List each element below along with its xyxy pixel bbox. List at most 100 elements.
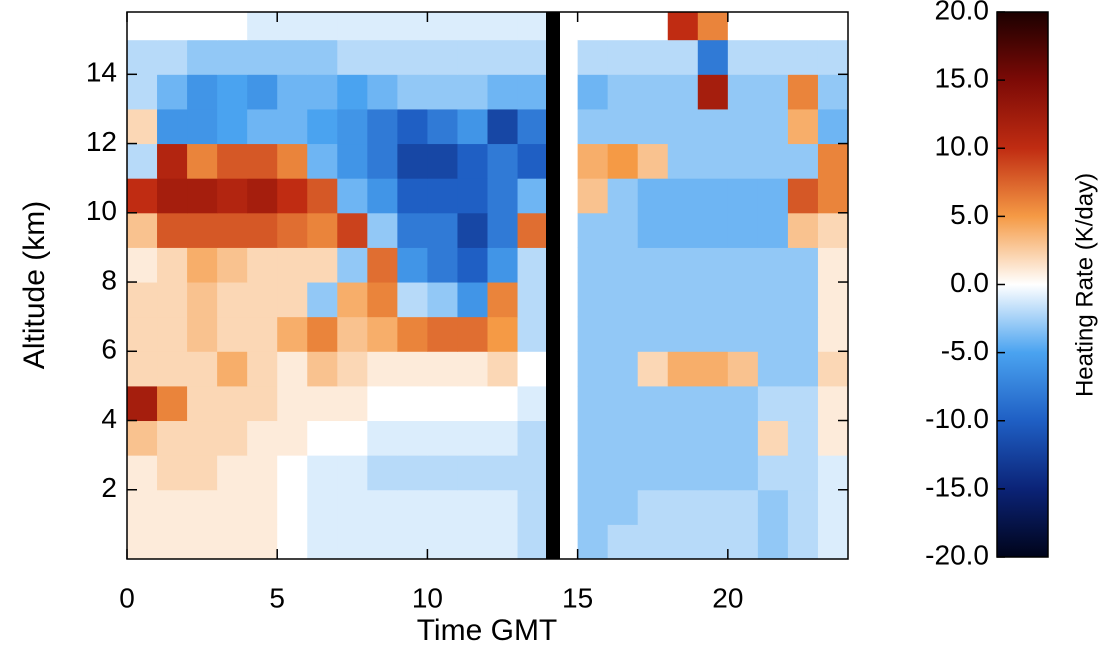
heat-cell xyxy=(727,351,759,387)
heat-cell xyxy=(667,143,699,179)
heat-cell xyxy=(397,178,428,214)
heat-cell xyxy=(457,282,488,318)
heat-cell xyxy=(127,420,158,456)
colorbar-tick-label: 15.0 xyxy=(935,63,990,94)
heat-cell xyxy=(247,74,278,110)
heat-cell xyxy=(217,351,248,387)
heat-cell xyxy=(607,282,639,318)
heat-cell xyxy=(667,524,699,559)
heat-cell xyxy=(217,12,248,41)
heat-cell xyxy=(517,282,549,318)
heat-cell xyxy=(427,316,458,352)
heat-cell xyxy=(367,143,398,179)
y-tick-label: 2 xyxy=(101,472,117,503)
heat-cell xyxy=(757,12,789,41)
heat-cell xyxy=(457,247,488,283)
heat-cell xyxy=(397,420,428,456)
heat-cell xyxy=(727,143,759,179)
heat-cell xyxy=(247,178,278,214)
heat-cell xyxy=(667,178,699,214)
heat-cell xyxy=(127,108,158,145)
heat-cell xyxy=(817,351,848,387)
heat-cell xyxy=(397,143,428,179)
heat-cell xyxy=(337,108,368,145)
heat-cell xyxy=(517,524,549,559)
heat-cell xyxy=(487,178,519,214)
heat-cell xyxy=(247,489,278,525)
x-tick-label: 10 xyxy=(412,582,443,613)
heat-cell xyxy=(367,455,398,491)
heat-cell xyxy=(427,247,458,283)
heat-cell xyxy=(307,316,338,352)
heat-cell xyxy=(727,12,759,41)
heat-cell xyxy=(697,420,729,456)
heat-cell xyxy=(427,420,458,456)
heat-cell xyxy=(397,247,428,283)
heat-cell xyxy=(427,178,458,214)
heat-cell xyxy=(787,351,819,387)
heat-cell xyxy=(277,316,308,352)
heat-cell xyxy=(487,247,519,283)
heat-cell xyxy=(157,39,188,75)
heat-cell xyxy=(277,143,308,179)
colorbar-tick-label: -10.0 xyxy=(925,403,989,434)
heat-cell xyxy=(697,178,729,214)
heat-cell xyxy=(727,316,759,352)
heat-cell xyxy=(607,420,639,456)
heat-cell xyxy=(577,420,609,456)
heat-cell xyxy=(187,12,218,41)
heat-cell xyxy=(637,282,669,318)
heat-cell xyxy=(397,385,428,422)
heat-cell xyxy=(127,39,158,75)
heat-cell xyxy=(427,108,458,145)
heat-cell xyxy=(697,385,729,422)
heat-cell xyxy=(487,455,519,491)
heat-cell xyxy=(817,524,848,559)
heat-cell xyxy=(517,247,549,283)
heat-cell xyxy=(757,178,789,214)
colorbar-tick-label: -20.0 xyxy=(925,539,989,570)
heat-cell xyxy=(697,316,729,352)
heat-cell xyxy=(667,108,699,145)
heat-cell xyxy=(397,74,428,110)
heat-cell xyxy=(667,420,699,456)
heat-cell xyxy=(607,247,639,283)
heat-cell xyxy=(157,74,188,110)
heat-cell xyxy=(247,351,278,387)
heat-cell xyxy=(697,247,729,283)
heat-cell xyxy=(367,316,398,352)
heat-cell xyxy=(577,385,609,422)
heat-cell xyxy=(517,212,549,248)
heat-cell xyxy=(727,455,759,491)
heat-cell xyxy=(157,489,188,525)
heat-cell xyxy=(187,316,218,352)
heat-cell xyxy=(487,12,519,41)
heat-cell xyxy=(457,316,488,352)
heat-cell xyxy=(607,39,639,75)
heat-cell xyxy=(307,420,338,456)
heat-cell xyxy=(757,247,789,283)
heat-cell xyxy=(727,212,759,248)
heat-cell xyxy=(187,212,218,248)
heat-cell xyxy=(157,108,188,145)
data-gap xyxy=(546,12,560,559)
heat-cell xyxy=(697,212,729,248)
heat-cell xyxy=(427,282,458,318)
heat-cell xyxy=(577,12,609,41)
heat-cell xyxy=(337,455,368,491)
heat-cell xyxy=(307,489,338,525)
heat-cell xyxy=(487,385,519,422)
heat-cell xyxy=(427,12,458,41)
heat-cell xyxy=(127,351,158,387)
heat-cell xyxy=(337,247,368,283)
heat-cell xyxy=(667,455,699,491)
heat-cell xyxy=(127,316,158,352)
colorbar-tick-label: 10.0 xyxy=(935,131,990,162)
heat-cell xyxy=(367,212,398,248)
heat-cell xyxy=(367,74,398,110)
heat-cell xyxy=(697,455,729,491)
heat-cell xyxy=(577,39,609,75)
heat-cell xyxy=(487,351,519,387)
heat-cell xyxy=(607,316,639,352)
heat-cell xyxy=(427,212,458,248)
